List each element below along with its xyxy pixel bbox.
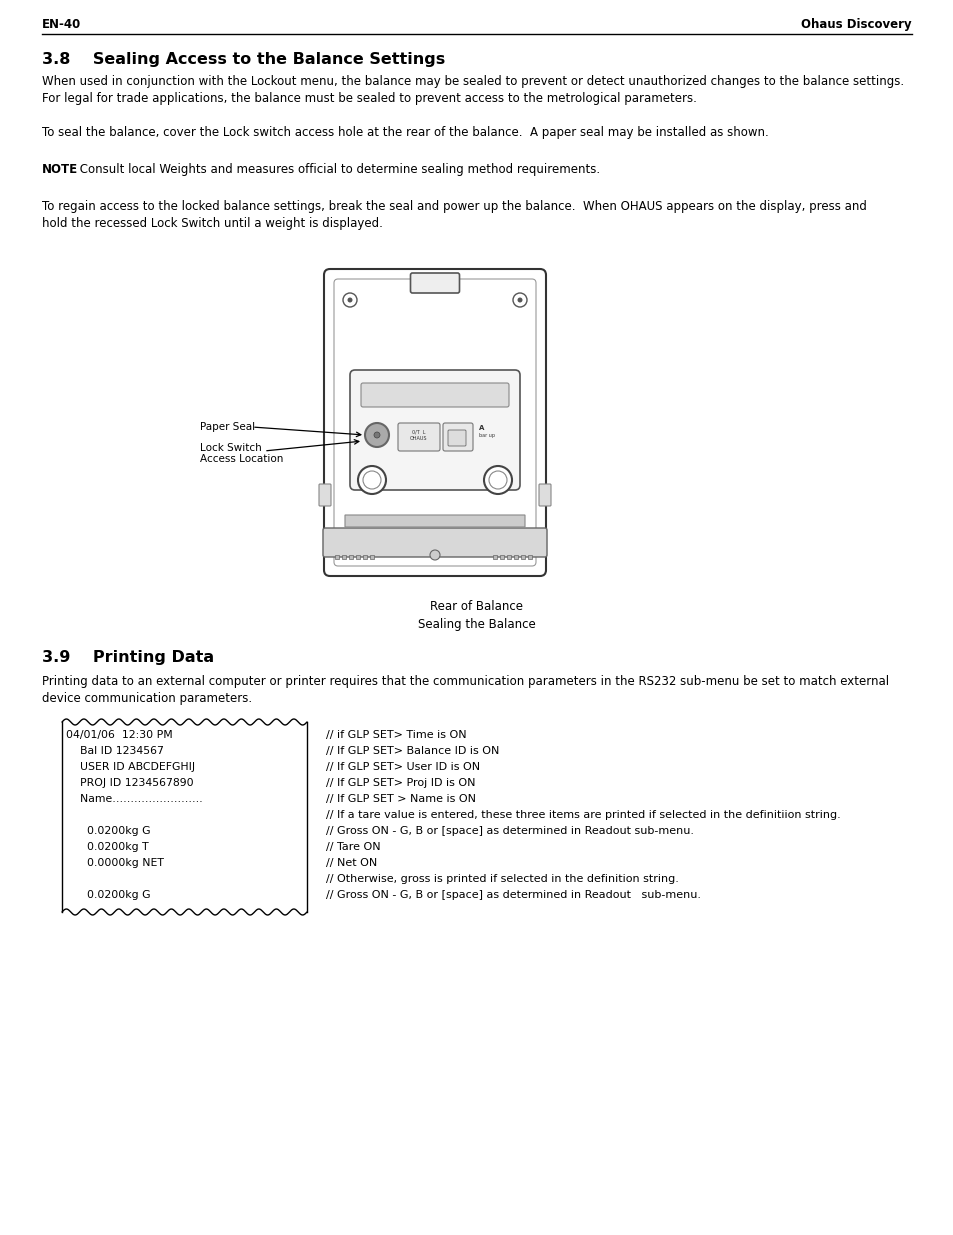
Bar: [493, 555, 497, 559]
Text: EN-40: EN-40: [42, 19, 81, 31]
Text: NOTE: NOTE: [42, 163, 78, 177]
FancyBboxPatch shape: [397, 424, 439, 451]
Text: 0.0000kg NET: 0.0000kg NET: [66, 858, 164, 868]
Text: // if GLP SET> Time is ON: // if GLP SET> Time is ON: [326, 730, 466, 740]
Bar: [370, 555, 374, 559]
Text: 3.9    Printing Data: 3.9 Printing Data: [42, 650, 213, 664]
Text: 0/T  L: 0/T L: [412, 430, 425, 435]
Circle shape: [347, 298, 352, 303]
Text: // If a tare value is entered, these three items are printed if selected in the : // If a tare value is entered, these thr…: [326, 810, 840, 820]
FancyBboxPatch shape: [345, 515, 524, 527]
Text: 04/01/06  12:30 PM: 04/01/06 12:30 PM: [66, 730, 172, 740]
Bar: [341, 555, 346, 559]
Bar: [506, 555, 511, 559]
Circle shape: [374, 432, 379, 438]
Text: Name…………………….: Name…………………….: [66, 794, 202, 804]
Text: Access Location: Access Location: [200, 454, 283, 464]
Text: : Consult local Weights and measures official to determine sealing method requir: : Consult local Weights and measures off…: [71, 163, 599, 177]
FancyBboxPatch shape: [324, 269, 545, 576]
Text: 0.0200kg G: 0.0200kg G: [66, 826, 151, 836]
Circle shape: [343, 293, 356, 308]
Text: Printing data to an external computer or printer requires that the communication: Printing data to an external computer or…: [42, 676, 888, 688]
Bar: [349, 555, 353, 559]
Text: Bal ID 1234567: Bal ID 1234567: [66, 746, 164, 756]
FancyBboxPatch shape: [442, 424, 473, 451]
Circle shape: [489, 471, 506, 489]
Text: // If GLP SET> Balance ID is ON: // If GLP SET> Balance ID is ON: [326, 746, 498, 756]
FancyBboxPatch shape: [410, 273, 459, 293]
Text: To regain access to the locked balance settings, break the seal and power up the: To regain access to the locked balance s…: [42, 200, 866, 212]
FancyBboxPatch shape: [360, 383, 509, 408]
Text: // Gross ON - G, B or [space] as determined in Readout   sub-menu.: // Gross ON - G, B or [space] as determi…: [326, 890, 700, 900]
Circle shape: [365, 424, 389, 447]
Text: 3.8    Sealing Access to the Balance Settings: 3.8 Sealing Access to the Balance Settin…: [42, 52, 445, 67]
Text: Ohaus Discovery: Ohaus Discovery: [801, 19, 911, 31]
Text: // Net ON: // Net ON: [326, 858, 376, 868]
FancyBboxPatch shape: [334, 279, 536, 566]
Text: bar up: bar up: [478, 433, 495, 438]
Text: For legal for trade applications, the balance must be sealed to prevent access t: For legal for trade applications, the ba…: [42, 91, 696, 105]
Bar: [335, 555, 338, 559]
Bar: [527, 555, 532, 559]
Text: PROJ ID 1234567890: PROJ ID 1234567890: [66, 778, 193, 788]
Text: hold the recessed Lock Switch until a weight is displayed.: hold the recessed Lock Switch until a we…: [42, 217, 382, 230]
FancyBboxPatch shape: [538, 484, 551, 506]
FancyBboxPatch shape: [350, 370, 519, 490]
Text: device communication parameters.: device communication parameters.: [42, 692, 252, 705]
Text: Sealing the Balance: Sealing the Balance: [417, 618, 536, 631]
Circle shape: [513, 293, 526, 308]
Circle shape: [363, 471, 380, 489]
Text: When used in conjunction with the Lockout menu, the balance may be sealed to pre: When used in conjunction with the Lockou…: [42, 75, 903, 88]
Text: 0.0200kg T: 0.0200kg T: [66, 842, 149, 852]
FancyBboxPatch shape: [318, 484, 331, 506]
Text: // If GLP SET> User ID is ON: // If GLP SET> User ID is ON: [326, 762, 479, 772]
Text: Lock Switch: Lock Switch: [200, 443, 261, 453]
Circle shape: [483, 466, 512, 494]
Bar: [514, 555, 517, 559]
Circle shape: [357, 466, 386, 494]
Bar: [499, 555, 503, 559]
Text: Paper Seal: Paper Seal: [200, 422, 254, 432]
FancyBboxPatch shape: [448, 430, 465, 446]
Text: // If GLP SET> Proj ID is ON: // If GLP SET> Proj ID is ON: [326, 778, 475, 788]
Circle shape: [430, 550, 439, 559]
Text: // Otherwise, gross is printed if selected in the definition string.: // Otherwise, gross is printed if select…: [326, 874, 679, 884]
Text: Rear of Balance: Rear of Balance: [430, 600, 523, 613]
Text: // Gross ON - G, B or [space] as determined in Readout sub-menu.: // Gross ON - G, B or [space] as determi…: [326, 826, 693, 836]
Text: // Tare ON: // Tare ON: [326, 842, 380, 852]
Circle shape: [517, 298, 522, 303]
Text: To seal the balance, cover the Lock switch access hole at the rear of the balanc: To seal the balance, cover the Lock swit…: [42, 126, 768, 140]
Text: OHAUS: OHAUS: [410, 436, 427, 441]
Bar: [355, 555, 359, 559]
Text: USER ID ABCDEFGHIJ: USER ID ABCDEFGHIJ: [66, 762, 195, 772]
FancyBboxPatch shape: [323, 529, 546, 557]
Text: A: A: [478, 425, 484, 431]
Text: 0.0200kg G: 0.0200kg G: [66, 890, 151, 900]
Text: // If GLP SET > Name is ON: // If GLP SET > Name is ON: [326, 794, 476, 804]
Bar: [363, 555, 367, 559]
Bar: [520, 555, 524, 559]
